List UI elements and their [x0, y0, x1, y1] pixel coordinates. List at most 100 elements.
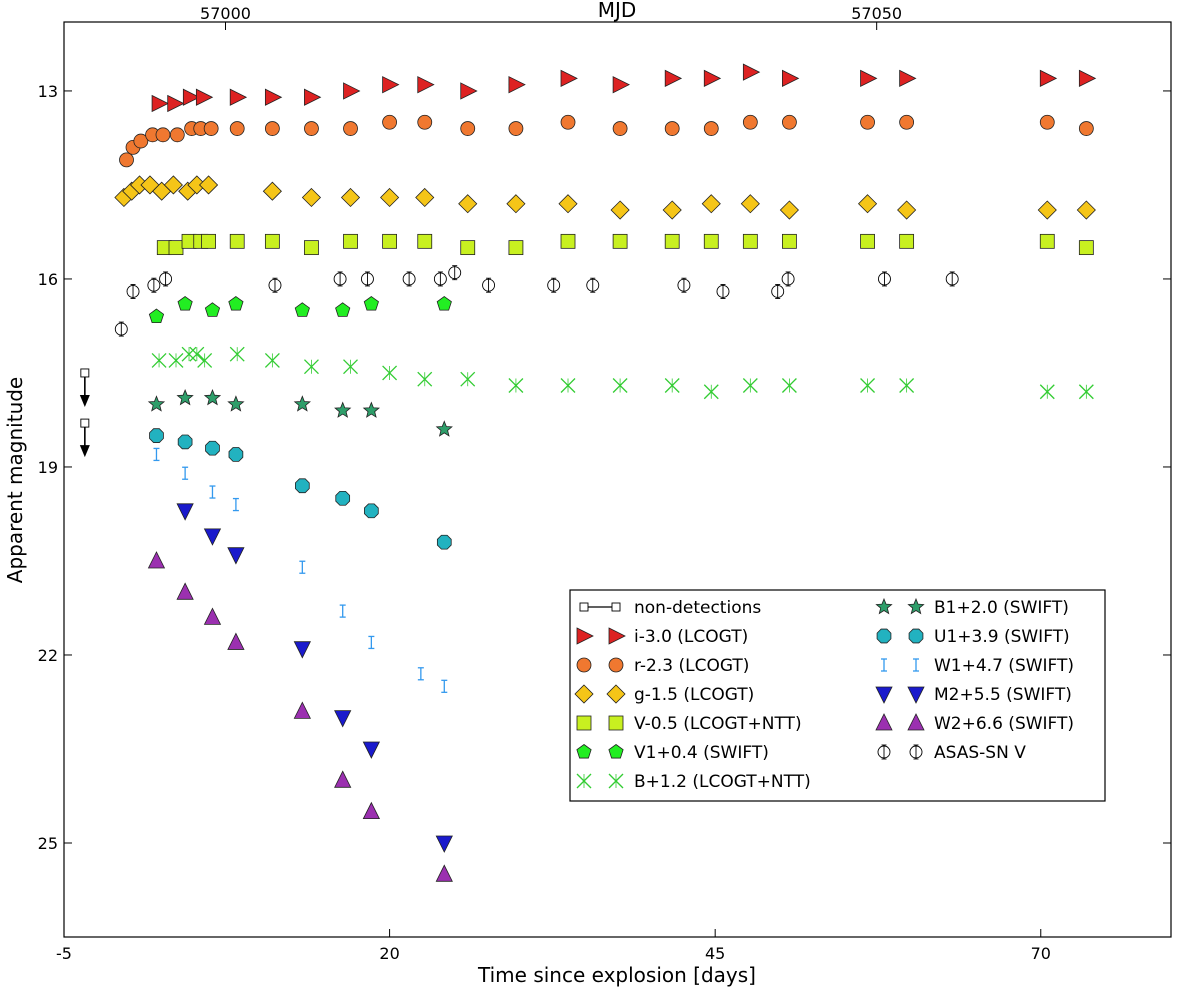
data-point [417, 667, 424, 681]
series-6 [151, 346, 1094, 400]
series-4 [156, 233, 1094, 256]
legend-entry: B+1.2 (LCOGT+NTT) [576, 772, 811, 792]
x-tick-label: 70 [1031, 944, 1051, 963]
legend-label: B+1.2 (LCOGT+NTT) [634, 772, 811, 792]
data-point [782, 114, 797, 130]
data-point [460, 121, 476, 136]
data-point [417, 371, 433, 387]
data-point [899, 233, 915, 249]
legend-label: W1+4.7 (SWIFT) [934, 656, 1074, 676]
legend-label: B1+2.0 (SWIFT) [934, 598, 1069, 618]
legend-entry: U1+3.9 (SWIFT) [876, 627, 1070, 647]
x-tick-label: 45 [705, 944, 725, 963]
data-point [363, 296, 379, 311]
data-point [664, 121, 680, 136]
legend-marker [574, 684, 594, 704]
data-point [1078, 240, 1094, 256]
legend-marker [913, 658, 919, 672]
legend-marker [579, 602, 589, 612]
data-point [435, 420, 453, 437]
data-point [343, 82, 361, 100]
data-point [151, 94, 169, 113]
legend-marker [875, 686, 893, 704]
legend-label: V1+0.4 (SWIFT) [634, 743, 769, 763]
data-point [155, 127, 171, 143]
data-point [878, 271, 891, 287]
data-point [382, 365, 398, 381]
data-point [189, 346, 205, 362]
data-point [293, 641, 311, 659]
data-point [860, 114, 875, 130]
data-point [335, 490, 351, 506]
data-point [560, 233, 576, 249]
data-point [80, 418, 90, 428]
legend: non-detections i-3.0 (LCOGT) r-2.3 (LCOGT)… [569, 589, 1106, 802]
data-point [209, 485, 216, 499]
data-point [742, 63, 761, 81]
data-point [149, 428, 164, 443]
data-point [402, 271, 416, 287]
data-point [417, 233, 433, 249]
data-point [610, 200, 630, 220]
data-point [382, 76, 400, 94]
legend-marker [875, 597, 893, 615]
data-point [205, 440, 220, 456]
legend-marker [608, 773, 624, 789]
data-point [229, 346, 245, 362]
data-point [147, 277, 161, 293]
data-point [264, 233, 280, 249]
data-point [664, 378, 680, 393]
data-point [295, 478, 310, 494]
data-point [293, 395, 311, 412]
data-point [508, 76, 526, 94]
data-point [460, 240, 476, 256]
data-point [857, 194, 878, 214]
data-point [368, 635, 375, 650]
data-point [203, 121, 219, 136]
data-point [268, 277, 282, 293]
top-tick-label: 57000 [200, 4, 251, 23]
data-point [441, 679, 448, 693]
data-point [677, 277, 691, 293]
legend-marker [608, 627, 626, 645]
data-point [80, 368, 90, 378]
legend-entry: ASAS-SN V [877, 743, 1026, 763]
data-point [664, 233, 680, 249]
data-point [380, 187, 400, 208]
legend-marker [611, 602, 621, 612]
plot-frame [63, 21, 1172, 938]
legend-marker [576, 744, 592, 759]
legend-marker [576, 715, 592, 731]
legend-entry: non-detections [579, 598, 761, 618]
data-point [860, 378, 876, 393]
data-point [340, 187, 361, 208]
data-point [168, 240, 184, 256]
data-point [264, 352, 280, 368]
legend-entry: W2+6.6 (SWIFT) [875, 713, 1074, 734]
data-point [435, 835, 453, 853]
data-point [182, 88, 201, 106]
legend-label: U1+3.9 (SWIFT) [934, 627, 1070, 647]
data-point [364, 503, 379, 519]
series-11 [147, 551, 453, 882]
data-point [262, 181, 282, 201]
data-point [899, 378, 915, 393]
data-point [740, 194, 760, 214]
data-point [703, 233, 719, 249]
data-point [176, 388, 194, 406]
legend-box [569, 589, 1106, 802]
y-tick-label: 16 [38, 270, 58, 289]
data-point [417, 76, 435, 94]
data-point [662, 200, 682, 220]
x-tick-label: 20 [379, 944, 399, 963]
data-point [508, 240, 524, 256]
data-point [433, 271, 447, 287]
data-point [899, 114, 915, 130]
data-point [664, 69, 683, 88]
y-tick-label: 13 [38, 82, 58, 101]
legend-label: W2+6.6 (SWIFT) [934, 714, 1074, 734]
data-point [343, 121, 358, 136]
data-point [228, 447, 244, 462]
data-point [201, 233, 216, 249]
data-point [362, 741, 381, 759]
